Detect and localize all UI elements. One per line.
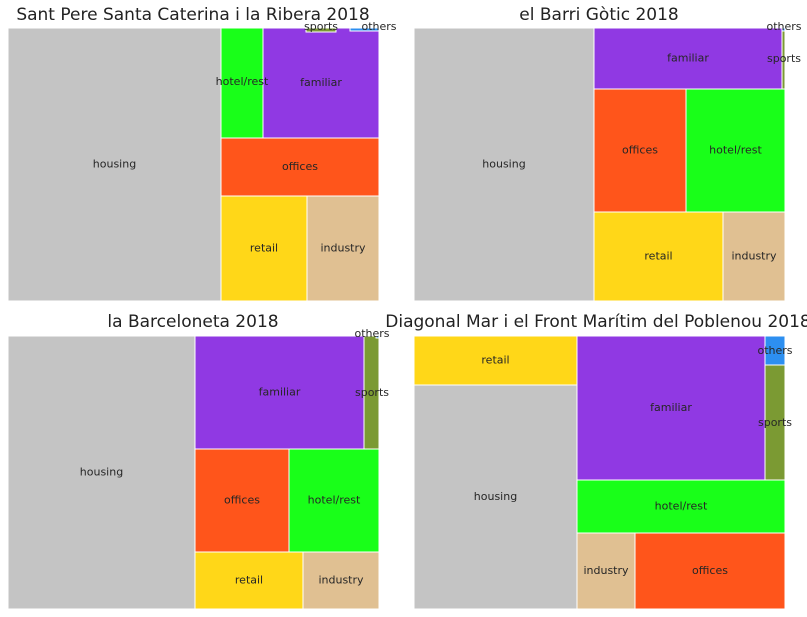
treemap-label-offices: offices: [692, 564, 728, 577]
treemap-tile-retail: [220, 195, 308, 302]
treemap-label-hotel-rest: hotel/rest: [308, 494, 361, 507]
treemap-tile-hotel-rest: [288, 448, 380, 553]
treemap-tile-industry: [306, 195, 380, 302]
treemap-tile-hotel-rest: [220, 27, 264, 139]
treemap-tile-familiar: [262, 27, 380, 139]
treemap-label-others: others: [757, 344, 792, 357]
treemap-label-industry: industry: [318, 574, 364, 587]
treemap-tile-hotel-rest: [576, 479, 786, 534]
treemap-label-offices: offices: [282, 160, 318, 173]
treemap-label-retail: retail: [481, 354, 509, 367]
treemap-tile-offices: [634, 532, 786, 610]
treemap-panel-4: housing familiar offices retail hotel/rest sp…: [413, 335, 793, 610]
treemap-tile-offices: [593, 88, 687, 213]
treemap-tile-others: [781, 27, 786, 32]
treemap-tile-others: [349, 27, 380, 32]
treemap-tile-familiar: [194, 335, 365, 450]
treemap-label-familiar: familiar: [650, 401, 692, 414]
treemap-label-hotel-rest: hotel/rest: [216, 75, 269, 88]
treemap-label-familiar: familiar: [300, 76, 342, 89]
treemap-tile-sports: [363, 335, 380, 450]
treemap-tile-industry: [722, 211, 786, 302]
treemap-tile-housing: [7, 335, 196, 610]
treemap-label-housing: housing: [482, 158, 525, 171]
treemap-tile-offices: [220, 137, 380, 197]
treemap-panel-3: housing familiar offices hotel/rest retail in…: [7, 327, 390, 610]
treemap-tile-housing: [7, 27, 222, 302]
treemap-label-sports: sports: [355, 386, 389, 399]
treemap-label-others: others: [361, 20, 396, 33]
treemap-label-housing: housing: [80, 466, 123, 479]
treemap-tile-hotel-rest: [685, 88, 786, 213]
treemap-label-retail: retail: [644, 250, 672, 263]
chart-title-barri-gotic: el Barri Gòtic 2018: [519, 5, 679, 25]
treemap-label-familiar: familiar: [259, 386, 301, 399]
treemap-tile-industry: [576, 532, 636, 610]
treemap-label-retail: retail: [235, 574, 263, 587]
treemap-tile-familiar: [576, 335, 766, 481]
treemap-tile-housing: [413, 384, 578, 610]
treemap-tile-sports: [305, 27, 337, 33]
treemap-tile-housing: [413, 27, 595, 302]
treemap-label-sports: sports: [767, 52, 801, 65]
treemap-tile-retail: [194, 551, 304, 610]
treemap-tile-retail: [413, 335, 578, 386]
treemap-label-industry: industry: [731, 250, 777, 263]
treemap-label-offices: offices: [224, 494, 260, 507]
treemap-label-hotel-rest: hotel/rest: [655, 500, 708, 513]
treemap-label-industry: industry: [583, 564, 629, 577]
treemap-tile-industry: [302, 551, 380, 610]
treemap-panel-1: housing retail industry offices familiar hote…: [7, 20, 397, 302]
treemap-label-sports: sports: [304, 20, 338, 33]
treemap-label-housing: housing: [93, 158, 136, 171]
treemap-label-others: others: [354, 327, 389, 340]
treemap-label-hotel-rest: hotel/rest: [709, 144, 762, 157]
chart-title-diagonal-mar: Diagonal Mar i el Front Marítim del Pobl…: [385, 312, 807, 332]
treemap-label-sports: sports: [758, 416, 792, 429]
treemap-label-familiar: familiar: [667, 52, 709, 65]
treemap-tile-others: [764, 335, 786, 366]
treemap-tile-familiar: [593, 27, 783, 90]
treemap-tile-retail: [593, 211, 724, 302]
treemap-label-others: others: [766, 20, 801, 33]
chart-title-sant-pere: Sant Pere Santa Caterina i la Ribera 201…: [16, 5, 370, 25]
treemap-label-housing: housing: [474, 490, 517, 503]
chart-title-barceloneta: la Barceloneta 2018: [107, 312, 279, 332]
treemap-label-retail: retail: [250, 242, 278, 255]
treemap-tile-others: [375, 335, 380, 339]
treemap-label-offices: offices: [622, 144, 658, 157]
treemap-label-industry: industry: [320, 242, 366, 255]
treemap-panel-2: housing retail familiar hotel/rest offices in…: [413, 20, 802, 302]
treemap-tile-offices: [194, 448, 290, 553]
